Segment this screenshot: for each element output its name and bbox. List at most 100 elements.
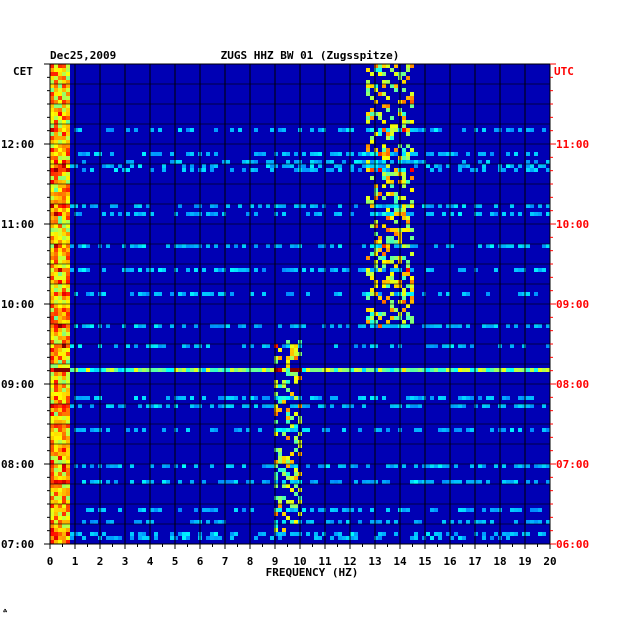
- heatmap-cell: [406, 324, 410, 328]
- heatmap-cell: [294, 368, 298, 372]
- heatmap-cell: [366, 196, 370, 200]
- heatmap-cell: [50, 168, 54, 172]
- heatmap-cell: [374, 64, 378, 68]
- heatmap-cell: [506, 536, 510, 540]
- heatmap-cell: [62, 312, 66, 316]
- heatmap-cell: [202, 164, 206, 168]
- heatmap-cell: [54, 220, 58, 224]
- heatmap-cell: [210, 292, 214, 296]
- heatmap-cell: [382, 128, 386, 132]
- heatmap-cell: [410, 128, 414, 132]
- heatmap-cell: [342, 128, 346, 132]
- heatmap-cell: [310, 396, 314, 400]
- heatmap-cell: [154, 292, 158, 296]
- heatmap-cell: [386, 128, 390, 132]
- heatmap-cell: [434, 532, 438, 536]
- heatmap-cell: [58, 192, 62, 196]
- heatmap-cell: [158, 344, 162, 348]
- heatmap-cell: [54, 260, 58, 264]
- heatmap-cell: [154, 152, 158, 156]
- heatmap-cell: [406, 244, 410, 248]
- heatmap-cell: [506, 164, 510, 168]
- heatmap-cell: [438, 396, 442, 400]
- heatmap-cell: [226, 404, 230, 408]
- heatmap-cell: [382, 168, 386, 172]
- heatmap-cell: [58, 540, 62, 544]
- heatmap-cell: [374, 480, 378, 484]
- heatmap-cell: [290, 324, 294, 328]
- heatmap-cell: [366, 92, 370, 96]
- heatmap-cell: [466, 520, 470, 524]
- heatmap-cell: [318, 536, 322, 540]
- heatmap-cell: [262, 152, 266, 156]
- heatmap-cell: [394, 532, 398, 536]
- heatmap-cell: [58, 264, 62, 268]
- heatmap-cell: [290, 504, 294, 508]
- x-tick-label: 17: [468, 555, 481, 568]
- heatmap-cell: [382, 120, 386, 124]
- heatmap-cell: [430, 324, 434, 328]
- heatmap-cell: [54, 488, 58, 492]
- heatmap-cell: [106, 368, 110, 372]
- heatmap-cell: [386, 216, 390, 220]
- heatmap-cell: [218, 292, 222, 296]
- heatmap-cell: [50, 412, 54, 416]
- heatmap-cell: [286, 356, 290, 360]
- heatmap-cell: [526, 324, 530, 328]
- heatmap-cell: [150, 268, 154, 272]
- heatmap-cell: [370, 140, 374, 144]
- heatmap-cell: [526, 244, 530, 248]
- heatmap-cell: [442, 344, 446, 348]
- heatmap-cell: [374, 164, 378, 168]
- heatmap-cell: [90, 168, 94, 172]
- heatmap-cell: [514, 268, 518, 272]
- heatmap-cell: [54, 408, 58, 412]
- heatmap-cell: [326, 160, 330, 164]
- heatmap-cell: [510, 344, 514, 348]
- heatmap-cell: [66, 176, 70, 180]
- heatmap-cell: [410, 188, 414, 192]
- heatmap-cell: [394, 284, 398, 288]
- heatmap-cell: [486, 324, 490, 328]
- heatmap-cell: [518, 212, 522, 216]
- heatmap-cell: [54, 68, 58, 72]
- heatmap-cell: [482, 128, 486, 132]
- heatmap-cell: [82, 152, 86, 156]
- heatmap-cell: [58, 376, 62, 380]
- grid-lines: [49, 63, 551, 545]
- heatmap-cell: [262, 344, 266, 348]
- heatmap-cell: [410, 280, 414, 284]
- heatmap-cell: [274, 396, 278, 400]
- heatmap-cell: [318, 404, 322, 408]
- heatmap-cell: [522, 532, 526, 536]
- heatmap-cell: [294, 484, 298, 488]
- heatmap-cell: [446, 344, 450, 348]
- heatmap-cell: [278, 508, 282, 512]
- heatmap-cell: [406, 260, 410, 264]
- heatmap-cell: [62, 280, 66, 284]
- heatmap-cell: [402, 256, 406, 260]
- heatmap-cell: [58, 536, 62, 540]
- heatmap-cell: [462, 160, 466, 164]
- heatmap-cell: [134, 204, 138, 208]
- heatmap-cell: [70, 344, 74, 348]
- heatmap-cell: [354, 536, 358, 540]
- heatmap-cell: [74, 532, 78, 536]
- heatmap-cell: [390, 152, 394, 156]
- heatmap-cell: [462, 404, 466, 408]
- heatmap-cell: [58, 304, 62, 308]
- heatmap-cell: [514, 532, 518, 536]
- heatmap-cell: [306, 404, 310, 408]
- heatmap-cell: [250, 368, 254, 372]
- heatmap-cell: [222, 212, 226, 216]
- heatmap-cell: [58, 84, 62, 88]
- heatmap-cell: [166, 480, 170, 484]
- heatmap-cell: [50, 72, 54, 76]
- heatmap-cell: [374, 520, 378, 524]
- heatmap-cell: [370, 160, 374, 164]
- heatmap-cell: [62, 272, 66, 276]
- heatmap-cell: [382, 160, 386, 164]
- heatmap-cell: [370, 212, 374, 216]
- heatmap-cell: [402, 72, 406, 76]
- heatmap-cell: [338, 464, 342, 468]
